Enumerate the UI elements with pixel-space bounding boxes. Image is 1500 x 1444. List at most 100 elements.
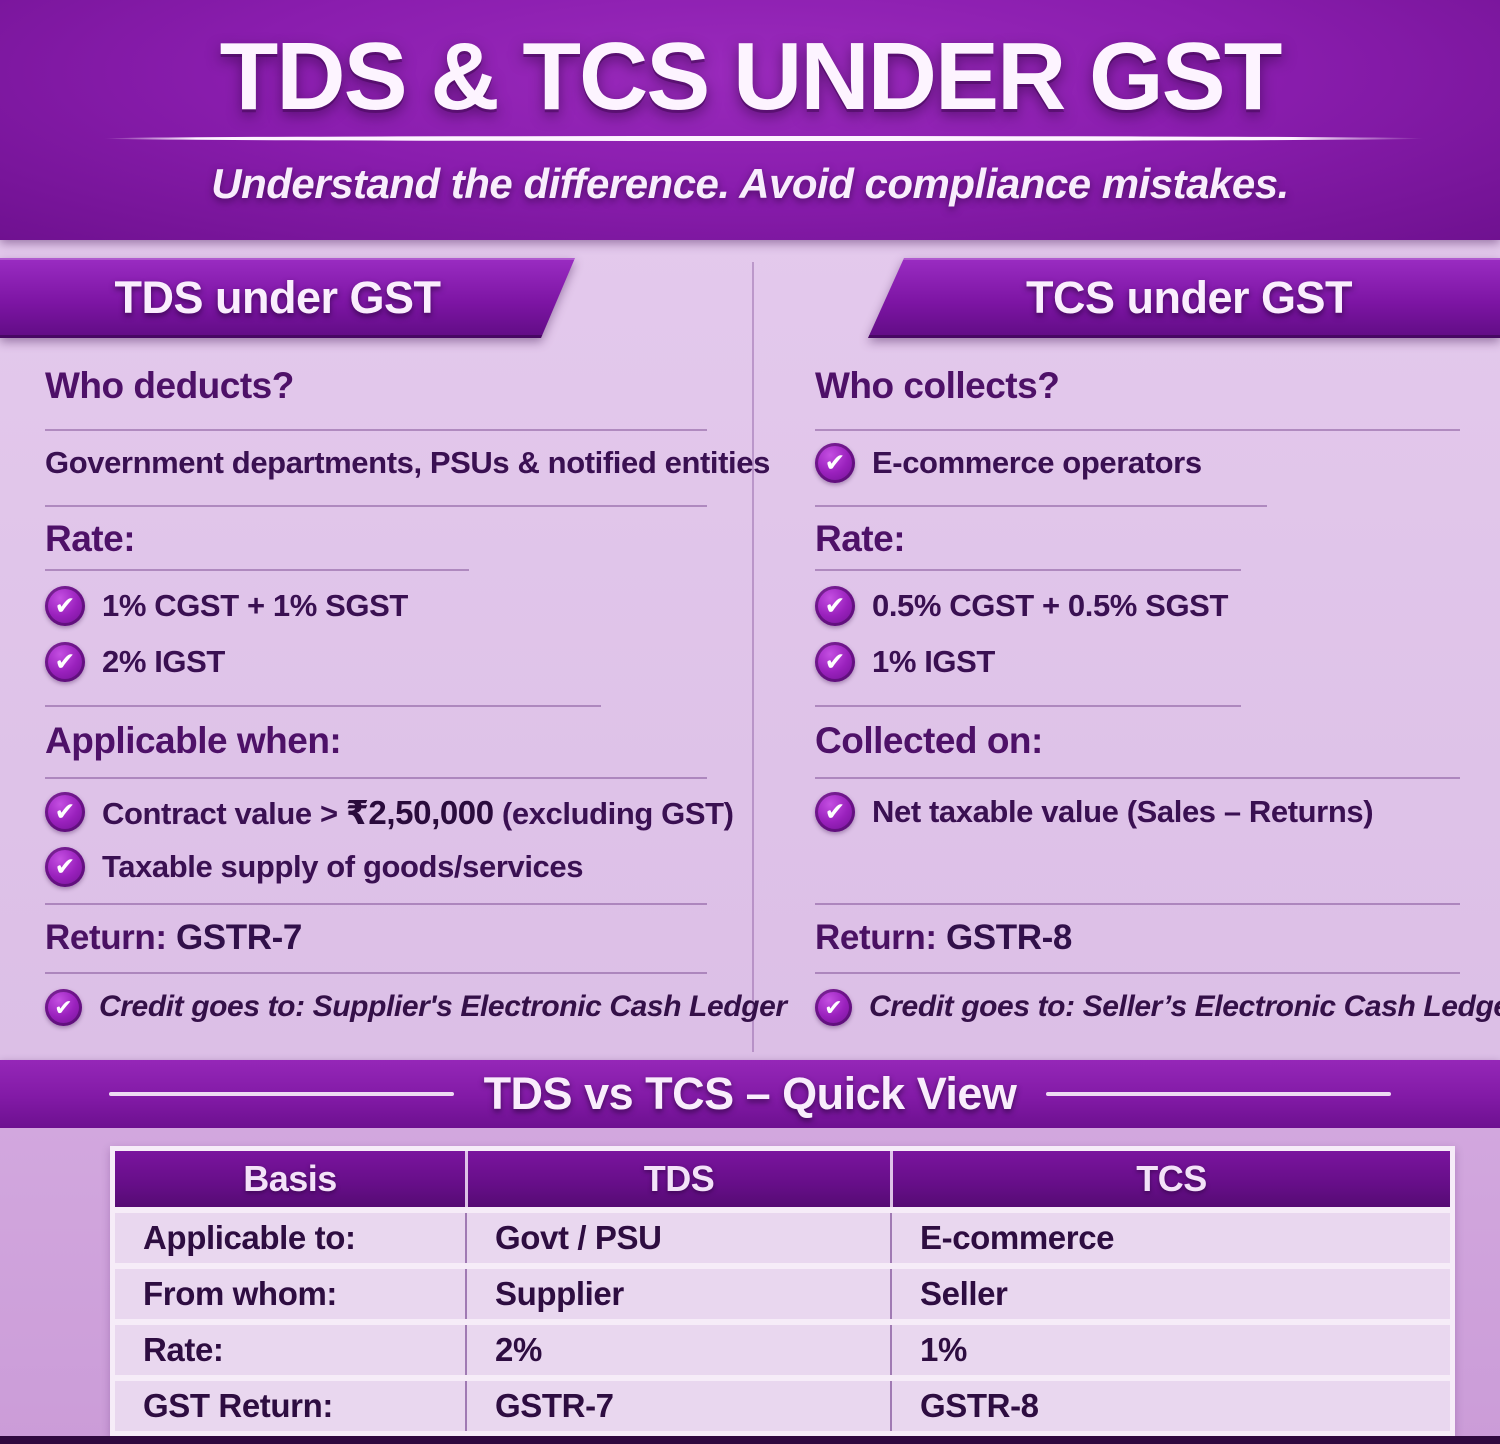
tds-ribbon-shape: TDS under GST xyxy=(0,258,575,338)
tds-return-line: Return: GSTR-7 xyxy=(45,918,302,958)
check-icon: ✔ xyxy=(815,988,852,1026)
tcs-who-item: ✔ E-commerce operators xyxy=(815,443,1202,483)
table-cell: Applicable to: xyxy=(143,1219,356,1256)
divider xyxy=(815,429,1460,431)
tds-who-heading: Who deducts? xyxy=(45,365,294,406)
tds-when-item: ✔ Contract value > ₹2,50,000 (excluding … xyxy=(45,792,734,832)
tds-ribbon: TDS under GST xyxy=(0,258,575,338)
tcs-return-value: GSTR-8 xyxy=(945,918,1072,957)
tcs-return-label: Return: xyxy=(815,918,937,957)
tcs-collected-item-text: Net taxable value (Sales – Returns) xyxy=(872,794,1374,829)
table-cell: E-commerce xyxy=(890,1213,1450,1263)
tcs-ribbon-shape: TCS under GST xyxy=(868,258,1500,338)
divider xyxy=(815,972,1460,974)
tds-return-label: Return: xyxy=(45,918,167,957)
table-cell: Govt / PSU xyxy=(465,1213,890,1263)
table-row: GST Return: GSTR-7 GSTR-8 xyxy=(115,1381,1450,1431)
title-divider xyxy=(104,136,1424,141)
divider xyxy=(815,569,1241,571)
tds-credit-line: ✔ Credit goes to: Supplier's Electronic … xyxy=(45,987,787,1027)
table-cell: GSTR-7 xyxy=(465,1381,890,1431)
divider xyxy=(45,705,602,707)
quick-view-table: Basis TDS TCS Applicable to: Govt / PSU … xyxy=(110,1146,1455,1436)
divider xyxy=(45,903,707,905)
check-icon: ✔ xyxy=(815,443,855,483)
table-header-tds: TDS xyxy=(465,1151,890,1207)
tds-rate-item: ✔ 1% CGST + 1% SGST xyxy=(45,586,408,626)
table-header-basis: Basis xyxy=(243,1158,337,1199)
tcs-return-line: Return: GSTR-8 xyxy=(815,918,1072,958)
check-icon: ✔ xyxy=(45,642,85,682)
tcs-ribbon: TCS under GST xyxy=(868,258,1500,338)
table-cell: 1% xyxy=(890,1325,1450,1375)
tcs-who-heading: Who collects? xyxy=(815,365,1060,406)
table-cell: From whom: xyxy=(143,1275,337,1312)
table-cell: 2% xyxy=(465,1325,890,1375)
table-cell: Rate: xyxy=(143,1331,224,1368)
column-divider xyxy=(752,262,754,1052)
tds-rate-item: ✔ 2% IGST xyxy=(45,642,225,682)
check-icon: ✔ xyxy=(45,792,85,832)
tcs-rate-item: ✔ 0.5% CGST + 0.5% SGST xyxy=(815,586,1228,626)
tcs-ribbon-label: TCS under GST xyxy=(1025,272,1353,323)
divider xyxy=(45,429,707,431)
tds-when-item-text: Contract value > ₹2,50,000 (excluding GS… xyxy=(102,793,734,831)
band-line-right xyxy=(1046,1092,1392,1096)
quick-view-title: TDS vs TCS – Quick View xyxy=(483,1068,1017,1119)
check-icon: ✔ xyxy=(815,586,855,626)
table-cell: GSTR-8 xyxy=(890,1381,1450,1431)
check-icon: ✔ xyxy=(815,792,855,832)
quick-view-band: TDS vs TCS – Quick View xyxy=(0,1060,1500,1128)
tcs-column: Who collects? ✔ E-commerce operators Rat… xyxy=(815,360,1500,1040)
table-header-row: Basis TDS TCS xyxy=(115,1151,1450,1207)
table-cell: Supplier xyxy=(465,1269,890,1319)
band-line-left xyxy=(108,1092,454,1096)
divider xyxy=(815,705,1241,707)
divider xyxy=(45,777,707,779)
tcs-collected-heading: Collected on: xyxy=(815,720,1043,761)
table-row: Rate: 2% 1% xyxy=(115,1325,1450,1375)
table-header-tcs: TCS xyxy=(890,1151,1450,1207)
tds-rate-heading: Rate: xyxy=(45,518,136,559)
tcs-rate-heading: Rate: xyxy=(815,518,906,559)
tds-ribbon-label: TDS under GST xyxy=(114,272,441,323)
tds-rate-item-text: 1% CGST + 1% SGST xyxy=(102,588,408,623)
table-cell: Seller xyxy=(890,1269,1450,1319)
tcs-credit-line: ✔ Credit goes to: Seller’s Electronic Ca… xyxy=(815,987,1500,1027)
check-icon: ✔ xyxy=(45,586,85,626)
tcs-credit-text: Credit goes to: Seller’s Electronic Cash… xyxy=(869,990,1500,1023)
tds-column: Who deducts? Government departments, PSU… xyxy=(45,360,787,1040)
check-icon: ✔ xyxy=(815,642,855,682)
footer-strip xyxy=(0,1436,1500,1444)
tds-rate-item-text: 2% IGST xyxy=(102,644,225,679)
table-cell: GST Return: xyxy=(143,1387,333,1424)
table-row: From whom: Supplier Seller xyxy=(115,1269,1450,1319)
page-title: TDS & TCS UNDER GST xyxy=(219,23,1283,130)
tds-when-item: ✔ Taxable supply of goods/services xyxy=(45,847,583,887)
divider xyxy=(815,903,1460,905)
tcs-collected-item: ✔ Net taxable value (Sales – Returns) xyxy=(815,792,1374,832)
check-icon: ✔ xyxy=(45,847,85,887)
tcs-rate-item-text: 0.5% CGST + 0.5% SGST xyxy=(872,588,1228,623)
tds-when-heading: Applicable when: xyxy=(45,720,342,761)
divider xyxy=(815,505,1267,507)
divider xyxy=(45,505,707,507)
check-icon: ✔ xyxy=(45,988,82,1026)
comparison-panel: TDS under GST TCS under GST Who deducts?… xyxy=(0,240,1500,1060)
tds-credit-text: Credit goes to: Supplier's Electronic Ca… xyxy=(99,990,787,1023)
tds-return-value: GSTR-7 xyxy=(175,918,302,957)
divider xyxy=(45,972,707,974)
bottom-section: Basis TDS TCS Applicable to: Govt / PSU … xyxy=(0,1128,1500,1444)
divider xyxy=(45,569,469,571)
tds-when-item-text: Taxable supply of goods/services xyxy=(102,849,584,884)
masthead: TDS & TCS UNDER GST Understand the diffe… xyxy=(0,0,1500,240)
page-subtitle: Understand the difference. Avoid complia… xyxy=(211,160,1289,207)
contract-threshold: ₹2,50,000 xyxy=(345,793,494,831)
tds-who-text: Government departments, PSUs & notified … xyxy=(45,445,770,480)
tcs-who-item-text: E-commerce operators xyxy=(872,445,1202,480)
divider xyxy=(815,777,1460,779)
table-row: Applicable to: Govt / PSU E-commerce xyxy=(115,1213,1450,1263)
tcs-rate-item-text: 1% IGST xyxy=(872,644,995,679)
tcs-rate-item: ✔ 1% IGST xyxy=(815,642,995,682)
